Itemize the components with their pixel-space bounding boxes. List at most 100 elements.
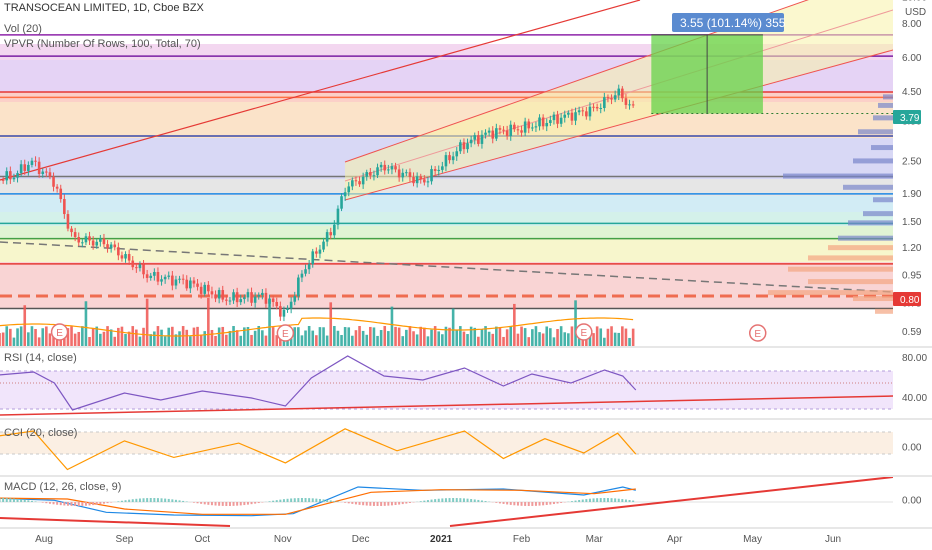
time-axis[interactable]: Aug Sep Oct Nov Dec 2021 Feb Mar Apr May Jun <box>35 534 841 545</box>
candle-body <box>268 298 271 304</box>
volume-bar <box>27 332 30 346</box>
candle-body <box>372 175 376 177</box>
macd-hist-bar <box>315 498 318 502</box>
candle-body <box>307 264 311 270</box>
candle-body <box>199 286 203 294</box>
time-tick: Sep <box>116 534 134 545</box>
rsi-pane[interactable] <box>0 355 893 416</box>
macd-hist-bar <box>243 502 246 506</box>
candle-body <box>498 128 502 130</box>
macd-hist-bar <box>77 502 80 506</box>
macd-hist-bar <box>606 498 609 502</box>
trend-line <box>0 0 641 181</box>
volume-bar <box>253 330 257 346</box>
vpvr-row <box>883 94 893 100</box>
volume-bar <box>225 334 228 346</box>
earnings-marker[interactable]: E <box>50 323 69 341</box>
macd-pane[interactable] <box>0 477 893 527</box>
candle-body <box>127 254 131 261</box>
candle-body <box>99 238 102 242</box>
candle-body <box>149 275 153 278</box>
candle-body <box>415 176 419 184</box>
candle-body <box>275 301 279 307</box>
candle-body <box>405 172 408 174</box>
macd-hist-bar <box>329 500 332 502</box>
candle-body <box>73 232 77 238</box>
volume-bar <box>84 301 88 346</box>
measure-tooltip[interactable]: 3.55 (101.14%) 355 <box>672 13 786 32</box>
volume-bar <box>577 337 581 346</box>
candle-body <box>613 95 617 100</box>
vpvr-row <box>838 235 893 241</box>
macd-hist-bar <box>232 502 235 506</box>
candle-body <box>491 130 495 139</box>
macd-hist-bar <box>362 502 365 506</box>
volume-bar <box>516 333 520 346</box>
volume-bar <box>63 337 66 346</box>
volume-bar <box>563 332 567 346</box>
candle-body <box>628 104 631 106</box>
symbol-title[interactable]: TRANSOCEAN LIMITED, 1D, Cboe BZX <box>4 2 204 14</box>
cci-legend[interactable]: CCI (20, close) <box>4 427 78 439</box>
macd-hist-bar <box>200 502 203 504</box>
macd-hist-bar <box>236 502 239 506</box>
volume-bar <box>5 326 9 346</box>
candle-body <box>279 306 282 317</box>
earnings-marker[interactable]: E <box>276 324 295 342</box>
candle-body <box>23 164 27 171</box>
volume-bar <box>401 336 405 346</box>
earnings-marker[interactable]: E <box>575 323 593 341</box>
candle-body <box>585 111 588 117</box>
candle-body <box>88 236 91 241</box>
candle-body <box>135 267 138 269</box>
candle-body <box>48 172 52 177</box>
macd-legend[interactable]: MACD (12, 26, close, 9) <box>4 481 122 493</box>
volume-bar <box>178 331 181 346</box>
macd-hist-bar <box>45 502 48 504</box>
candle-body <box>419 176 423 180</box>
macd-hist-bar <box>59 502 62 506</box>
price-axis[interactable]: 10.008.006.004.503.502.501.901.501.200.9… <box>902 0 927 506</box>
time-tick: May <box>743 534 762 545</box>
candle-body <box>225 299 228 301</box>
candle-body <box>563 114 567 118</box>
candle-body <box>192 280 196 284</box>
macd-hist-bar <box>398 502 401 505</box>
macd-hist-bar <box>588 498 591 502</box>
macd-hist-bar <box>92 502 95 506</box>
candle-body <box>397 169 401 178</box>
rsi-line <box>0 355 637 411</box>
candle-body <box>480 134 484 144</box>
volume-bar <box>271 327 275 346</box>
volume-bar <box>102 331 106 346</box>
candle-body <box>466 143 469 150</box>
volume-bar <box>559 326 563 346</box>
macd-hist-bar <box>171 499 174 502</box>
vpvr-row <box>871 145 893 151</box>
candle-body <box>142 264 145 275</box>
macd-hist-bar <box>221 502 224 506</box>
macd-hist-bar <box>30 500 33 502</box>
macd-hist-bar <box>578 500 581 502</box>
volume-bar <box>142 327 145 346</box>
volume-bar <box>358 326 361 346</box>
macd-hist-bar <box>164 498 167 502</box>
macd-hist-bar <box>574 500 577 502</box>
macd-hist-bar <box>146 498 149 502</box>
rsi-legend[interactable]: RSI (14, close) <box>4 352 77 364</box>
candle-body <box>55 186 59 189</box>
vpvr-row <box>875 308 893 314</box>
macd-hist-bar <box>268 501 271 502</box>
cci-pane[interactable] <box>0 428 893 471</box>
macd-hist-bar <box>470 499 473 502</box>
macd-hist-bar <box>495 502 498 503</box>
vpvr-legend[interactable]: VPVR (Number Of Rows, 100, Total, 70) <box>4 38 201 50</box>
earnings-marker[interactable]: E <box>748 324 767 342</box>
vpvr-row <box>808 255 893 261</box>
volume-bar <box>77 331 81 346</box>
volume-bar <box>81 326 84 346</box>
volume-legend[interactable]: Vol (20) <box>4 23 42 35</box>
volume-bar <box>621 326 624 346</box>
